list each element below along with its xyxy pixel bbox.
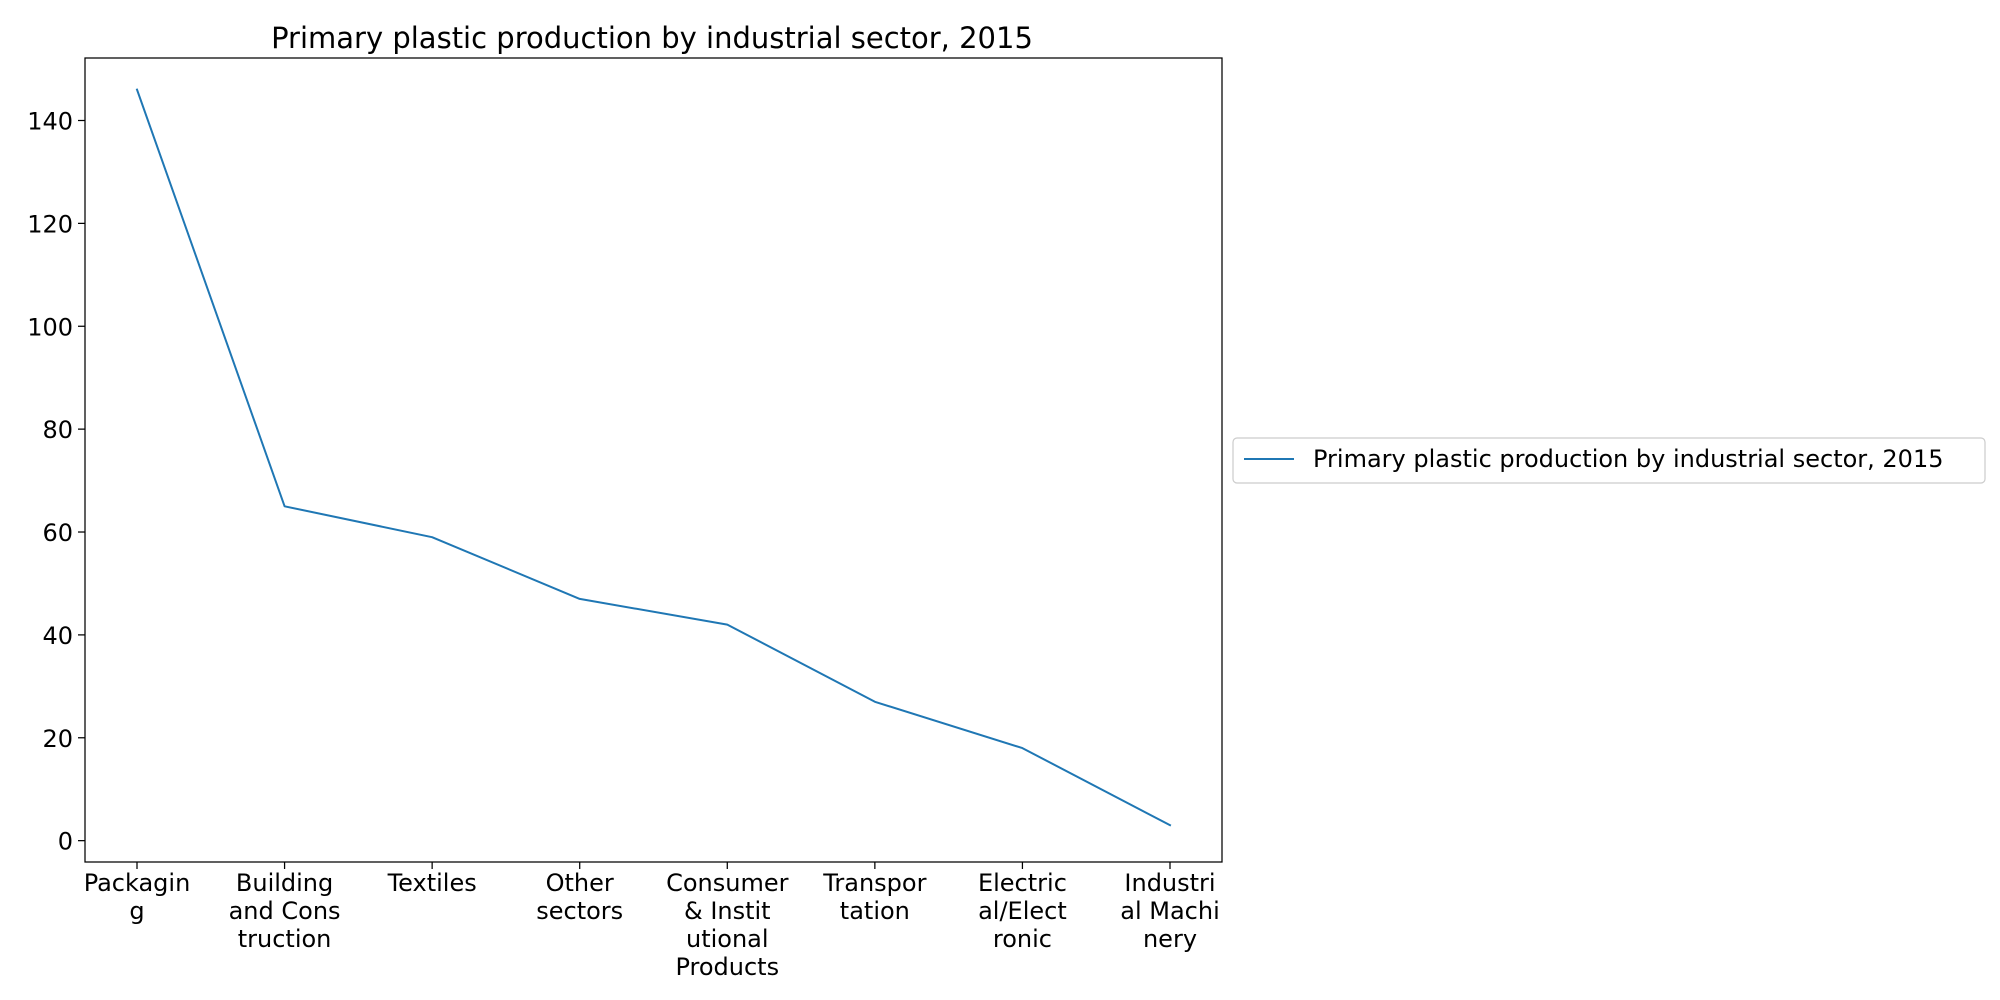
x-tick-label: Other sectors xyxy=(536,869,623,925)
x-tick-label-line: al/Elect xyxy=(978,897,1067,925)
legend-label: Primary plastic production by industrial… xyxy=(1313,445,1944,473)
x-tick-label-line: Electric xyxy=(978,869,1067,897)
y-tick-label: 60 xyxy=(42,519,73,547)
x-tick-label-line: ronic xyxy=(993,925,1052,953)
y-tick-label: 80 xyxy=(42,416,73,444)
x-tick-label-line: utional xyxy=(686,925,769,953)
x-tick-label-line: tation xyxy=(840,897,910,925)
y-tick-label: 20 xyxy=(42,725,73,753)
x-axis: Packagin g Building and Cons truction Textile… xyxy=(84,862,1220,981)
legend: Primary plastic production by industrial… xyxy=(1232,437,1986,484)
x-tick-label: Packagin g xyxy=(84,869,191,925)
x-tick-label: Electric al/Elect ronic xyxy=(978,869,1067,953)
series-line xyxy=(135,88,1172,827)
x-tick-label-line: Textiles xyxy=(387,869,477,897)
x-tick-label-line: g xyxy=(129,897,144,925)
x-tick-label-line: truction xyxy=(238,925,332,953)
legend-box xyxy=(1232,437,1986,484)
y-tick-label: 100 xyxy=(27,313,73,341)
x-tick-label-line: nery xyxy=(1143,925,1197,953)
x-tick-label-line: Packagin xyxy=(84,869,191,897)
x-tick-label-line: Other xyxy=(546,869,614,897)
plot-lines xyxy=(135,88,1172,827)
x-tick-label-line: sectors xyxy=(536,897,623,925)
x-tick-label-line: and Cons xyxy=(229,897,341,925)
y-tick-label: 140 xyxy=(27,107,73,135)
x-tick-label-line: & Instit xyxy=(684,897,771,925)
x-tick-label: Textiles xyxy=(387,869,477,897)
x-tick-label-line: Industri xyxy=(1124,869,1215,897)
y-tick-label: 40 xyxy=(42,622,73,650)
x-tick-label: Transpor tation xyxy=(822,869,926,925)
y-tick-label: 120 xyxy=(27,210,73,238)
x-tick-label-line: Consumer xyxy=(666,869,789,897)
x-tick-label: Consumer & Instit utional Products xyxy=(666,869,789,981)
x-tick-label: Building and Cons truction xyxy=(229,869,341,953)
x-tick-label: Industri al Machi nery xyxy=(1120,869,1220,953)
x-tick-label-line: Building xyxy=(236,869,333,897)
y-tick-label: 0 xyxy=(58,828,73,856)
chart-title: Primary plastic production by industrial… xyxy=(271,21,1033,55)
plot-frame xyxy=(84,57,1223,863)
x-tick-label-line: al Machi xyxy=(1120,897,1220,925)
x-tick-label-line: Products xyxy=(675,953,779,981)
y-axis: 0 20 40 60 80 100 120 140 xyxy=(27,107,85,856)
x-tick-label-line: Transpor xyxy=(822,869,926,897)
